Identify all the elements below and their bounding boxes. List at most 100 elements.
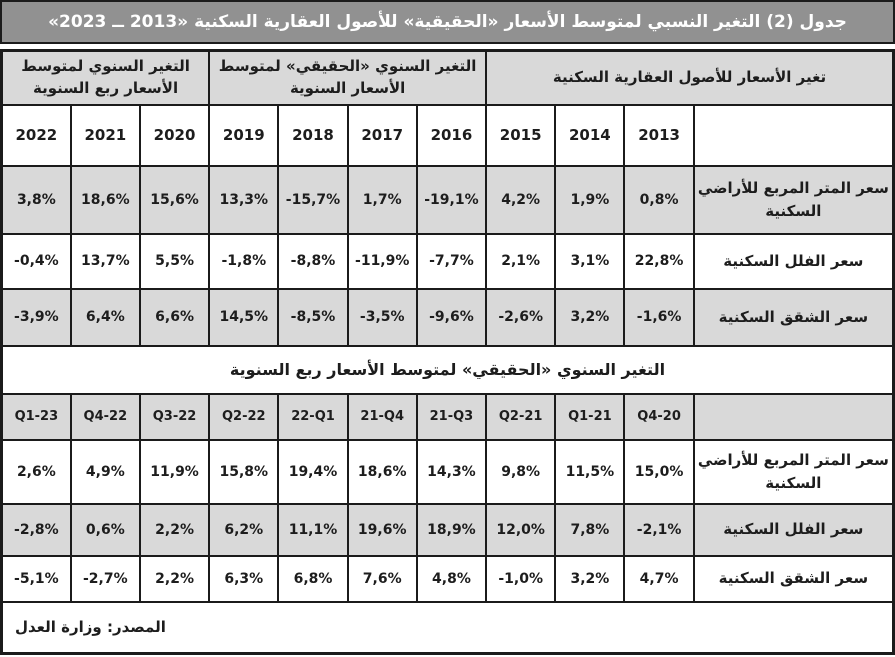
quarterly-data-rows: 2,6% 4,9% 11,9% 15,8% 19,4% 18,6% 14,3% 9,8% 11,… bbox=[0, 438, 895, 603]
value-cell: 11,5% bbox=[554, 438, 626, 505]
table-row: -5,1% -2,7% 2,2% 6,3% 6,8% 7,6% 4,8% -1,0% 3,2% 4… bbox=[0, 554, 895, 603]
value-cell: 15,8% bbox=[208, 438, 280, 505]
year-header-cell: 2021 bbox=[69, 103, 141, 167]
quarter-header-cell: Q3-22 bbox=[138, 392, 211, 441]
value-cell: 7,8% bbox=[554, 502, 626, 557]
value-cell: 2,1% bbox=[485, 232, 557, 290]
value-cell: 18,6% bbox=[69, 164, 141, 235]
value-cell: 6,6% bbox=[138, 287, 211, 347]
table-row: 3,8% 18,6% 15,6% 13,3% -15,7% 1,7% -19,1% 4,2% 1… bbox=[0, 164, 895, 235]
value-cell: 7,6% bbox=[346, 554, 418, 603]
value-cell: 2,2% bbox=[138, 554, 211, 603]
value-cell: 14,3% bbox=[415, 438, 488, 505]
value-cell: -2,1% bbox=[623, 502, 695, 557]
row-label: سعر المتر المربع للأراضي السكنية bbox=[692, 438, 895, 505]
value-cell: 0,6% bbox=[69, 502, 141, 557]
source-note: المصدر: وزارة العدل bbox=[0, 600, 895, 655]
value-cell: 15,0% bbox=[623, 438, 695, 505]
value-cell: 9,8% bbox=[485, 438, 557, 505]
value-cell: 13,3% bbox=[208, 164, 280, 235]
value-cell: 5,5% bbox=[138, 232, 211, 290]
value-cell: -2,6% bbox=[485, 287, 557, 347]
value-cell: 19,4% bbox=[277, 438, 349, 505]
row-label: سعر الشقق السكنية bbox=[692, 554, 895, 603]
row-label: سعر الفلل السكنية bbox=[692, 232, 895, 290]
quarter-header-cell: 21-Q4 bbox=[346, 392, 418, 441]
quarter-header-cell: 22-Q1 bbox=[277, 392, 349, 441]
year-header-cell: 2016 bbox=[415, 103, 488, 167]
table-row: -0,4% 13,7% 5,5% -1,8% -8,8% -11,9% -7,7% 2,1% 3… bbox=[0, 232, 895, 290]
value-cell: 1,7% bbox=[346, 164, 418, 235]
value-cell: -9,6% bbox=[415, 287, 488, 347]
quarter-header-cell: Q2-22 bbox=[208, 392, 280, 441]
group-header-row: التغير السنوي لمتوسط الأسعار ربع السنوية… bbox=[0, 49, 895, 106]
value-cell: 6,8% bbox=[277, 554, 349, 603]
value-cell: 19,6% bbox=[346, 502, 418, 557]
quarter-header-cell: Q1-23 bbox=[0, 392, 72, 441]
value-cell: 4,8% bbox=[415, 554, 488, 603]
value-cell: -3,9% bbox=[0, 287, 72, 347]
value-cell: 3,1% bbox=[554, 232, 626, 290]
value-cell: 6,4% bbox=[69, 287, 141, 347]
year-header-cell: 2013 bbox=[623, 103, 695, 167]
value-cell: -8,5% bbox=[277, 287, 349, 347]
year-header-row: 2022 2021 2020 2019 2018 2017 2016 2015 2014 2013 bbox=[0, 103, 895, 167]
value-cell: 3,2% bbox=[554, 287, 626, 347]
value-cell: -11,9% bbox=[346, 232, 418, 290]
value-cell: -5,1% bbox=[0, 554, 72, 603]
group-header-quarterly-avg-annual-change: التغير السنوي لمتوسط الأسعار ربع السنوية bbox=[0, 49, 211, 106]
year-header-cell: 2019 bbox=[208, 103, 280, 167]
value-cell: 11,9% bbox=[138, 438, 211, 505]
quarter-header-cell: 21-Q3 bbox=[415, 392, 488, 441]
table-row: -3,9% 6,4% 6,6% 14,5% -8,5% -3,5% -9,6% -2,6% 3,… bbox=[0, 287, 895, 347]
value-cell: -1,8% bbox=[208, 232, 280, 290]
quarter-header-cell: Q2-21 bbox=[485, 392, 557, 441]
year-header-cell: 2015 bbox=[485, 103, 557, 167]
quarter-row-empty-label-cell bbox=[692, 392, 895, 441]
value-cell: -8,8% bbox=[277, 232, 349, 290]
group-header-real-annual-change: التغير السنوي «الحقيقي» لمتوسط الأسعار ا… bbox=[208, 49, 488, 106]
value-cell: -2,7% bbox=[69, 554, 141, 603]
value-cell: -1,0% bbox=[485, 554, 557, 603]
value-cell: 14,5% bbox=[208, 287, 280, 347]
annual-data-rows: 3,8% 18,6% 15,6% 13,3% -15,7% 1,7% -19,1% 4,2% 1… bbox=[0, 164, 895, 347]
value-cell: -3,5% bbox=[346, 287, 418, 347]
value-cell: 2,2% bbox=[138, 502, 211, 557]
year-header-cell: 2017 bbox=[346, 103, 418, 167]
value-cell: 11,1% bbox=[277, 502, 349, 557]
year-header-cell: 2018 bbox=[277, 103, 349, 167]
value-cell: -0,4% bbox=[0, 232, 72, 290]
value-cell: 22,8% bbox=[623, 232, 695, 290]
value-cell: 15,6% bbox=[138, 164, 211, 235]
value-cell: -7,7% bbox=[415, 232, 488, 290]
group-header-residential-asset-price-change: تغير الأسعار للأصول العقارية السكنية bbox=[485, 49, 895, 106]
title-table-spacer bbox=[0, 44, 895, 49]
value-cell: -19,1% bbox=[415, 164, 488, 235]
value-cell: 0,8% bbox=[623, 164, 695, 235]
value-cell: 13,7% bbox=[69, 232, 141, 290]
table-title: جدول (2) التغير النسبي لمتوسط الأسعار «ا… bbox=[0, 0, 895, 44]
quarter-header-row: Q1-23 Q4-22 Q3-22 Q2-22 22-Q1 21-Q4 21-Q3 Q2-21… bbox=[0, 392, 895, 441]
quarterly-section-banner: التغير السنوي «الحقيقي» لمتوسط الأسعار ر… bbox=[0, 344, 895, 395]
footer-row: المصدر: وزارة العدل bbox=[0, 600, 895, 655]
value-cell: 3,2% bbox=[554, 554, 626, 603]
value-cell: -15,7% bbox=[277, 164, 349, 235]
row-label: سعر الفلل السكنية bbox=[692, 502, 895, 557]
value-cell: 2,6% bbox=[0, 438, 72, 505]
value-cell: 12,0% bbox=[485, 502, 557, 557]
quarter-header-cell: Q4-20 bbox=[623, 392, 695, 441]
quarter-header-cell: Q4-22 bbox=[69, 392, 141, 441]
year-header-cell: 2020 bbox=[138, 103, 211, 167]
value-cell: 18,6% bbox=[346, 438, 418, 505]
value-cell: -1,6% bbox=[623, 287, 695, 347]
year-header-cell: 2014 bbox=[554, 103, 626, 167]
real-estate-price-change-table: التغير السنوي لمتوسط الأسعار ربع السنوية… bbox=[0, 49, 895, 655]
value-cell: 6,2% bbox=[208, 502, 280, 557]
table-row: 2,6% 4,9% 11,9% 15,8% 19,4% 18,6% 14,3% 9,8% 11,… bbox=[0, 438, 895, 505]
value-cell: 4,9% bbox=[69, 438, 141, 505]
value-cell: 3,8% bbox=[0, 164, 72, 235]
table-row: -2,8% 0,6% 2,2% 6,2% 11,1% 19,6% 18,9% 12,0% 7,8… bbox=[0, 502, 895, 557]
quarterly-banner-row: التغير السنوي «الحقيقي» لمتوسط الأسعار ر… bbox=[0, 344, 895, 395]
row-label: سعر المتر المربع للأراضي السكنية bbox=[692, 164, 895, 235]
